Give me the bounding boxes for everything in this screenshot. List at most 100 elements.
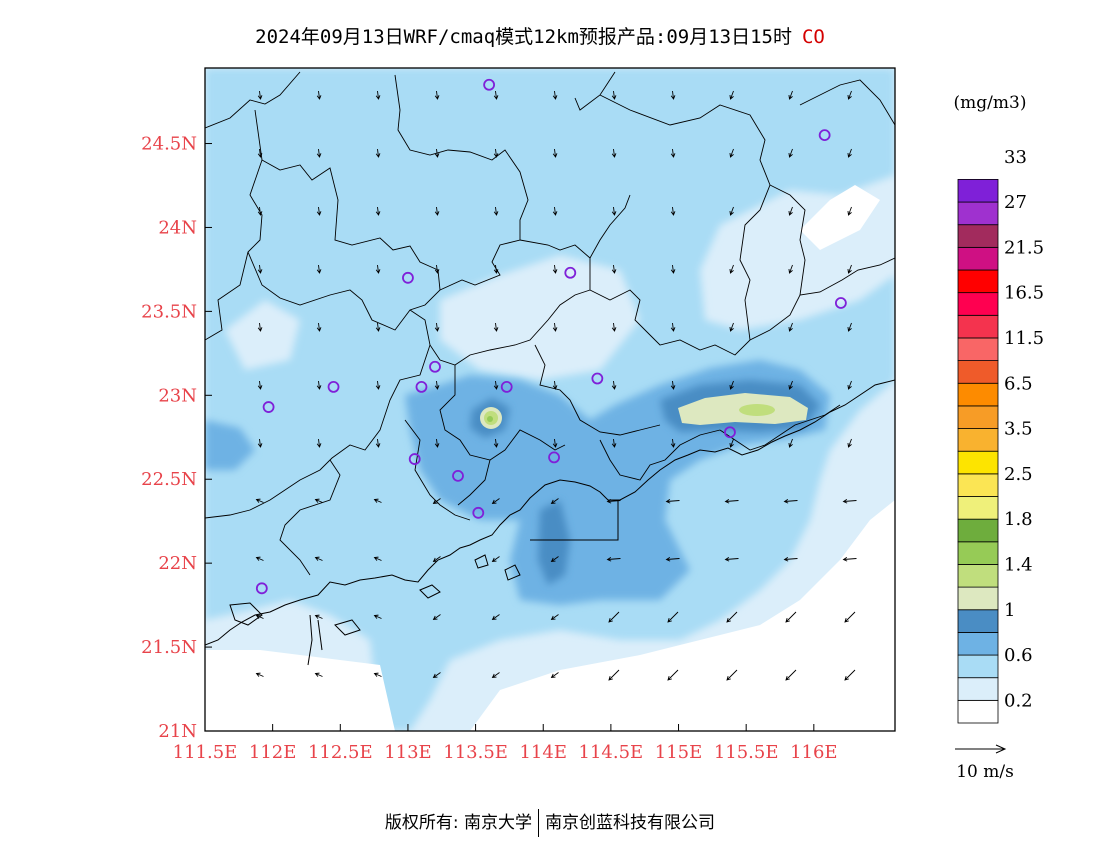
wind-arrow [491,672,500,679]
legend-color-box [957,496,999,520]
y-tick-label: 24.5N [141,134,197,155]
wind-arrow [785,611,797,623]
concentration-field [205,68,895,731]
wind-arrow [847,148,852,158]
wind-arrow [844,611,856,623]
wind-arrow [670,90,676,100]
x-tick-label: 114E [519,742,567,763]
pollutant-label: CO [801,26,825,48]
wind-arrow [665,556,680,562]
legend-tick-label: 1.4 [1004,554,1033,575]
station-marker [327,381,340,393]
wind-arrow [611,380,617,390]
wind-arrow [491,614,500,621]
wind-arrow [670,148,676,158]
legend-color-box [957,382,999,407]
wind-arrow [785,669,797,681]
legend-color-box [957,518,999,543]
wind-arrow [375,264,381,274]
wind-arrow [611,206,617,216]
wind-arrow [550,556,559,563]
legend-color-box [957,405,999,429]
x-tick-label: 112.5E [308,742,373,763]
wind-arrow [255,614,264,619]
station-marker [255,582,268,595]
legend-color-box [957,541,999,565]
wind-arrow [493,322,499,332]
longitude-axis: 111.5E 112E 112.5E 113E 113.5E 114E 114.5E 115E… [173,724,838,763]
legend-color-box [957,246,999,271]
wind-arrow [667,611,679,623]
wind-arrow [550,498,559,505]
legend-color-box [957,632,999,656]
wind-arrow [432,556,441,563]
station-marker [452,469,464,482]
color-legend: (mg/m3) 0.2 0.6 1 1.4 1.8 2.5 3.5 6.5 11.5 16.5 21… [954,93,1044,724]
station-marker [564,266,577,279]
wind-arrow [316,380,322,390]
concentration-map: 111.5E 112E 112.5E 113E 113.5E 114E 114.5E 115E… [141,67,1044,782]
title-text: 2024年09月13日WRF/cmaq模式12km预报产品:09月13日15时 [255,26,792,48]
wind-arrow [726,611,738,623]
legend-color-box [957,337,999,362]
wind-arrow [316,90,322,100]
wind-arrow [606,556,621,562]
station-marker [472,506,485,519]
wind-arrow [729,206,734,216]
legend-tick-label: 1.8 [1004,509,1033,530]
wind-arrow [842,556,857,562]
x-tick-label: 115E [655,742,703,763]
wind-arrow [255,556,264,561]
wind-arrow [257,148,263,158]
wind-arrow [316,438,322,448]
legend-color-box [957,654,999,679]
wind-arrow [373,614,382,619]
wind-arrow [552,206,558,216]
wind-arrow [552,264,558,274]
wind-vectors [255,90,857,681]
station-marker [500,381,513,393]
wind-arrow [550,672,559,679]
wind-arrow [724,498,739,504]
wind-arrow [316,206,322,216]
wind-reference: 10 m/s [955,744,1014,782]
wind-arrow [724,556,739,562]
legend-color-box [957,586,999,611]
station-marker [262,401,275,413]
wind-arrow [847,380,852,390]
company-text: 南京创蓝科技有限公司 [545,813,716,833]
hotspot-peak [487,416,493,422]
wind-arrow [552,148,558,158]
wind-arrow [434,438,440,448]
wind-arrow [257,438,263,448]
legend-color-box [957,224,999,248]
wind-arrow [788,264,793,274]
legend-color-box [957,360,999,384]
wind-reference-arrowhead [995,744,1007,754]
x-tick-label: 111.5E [173,742,238,763]
wind-arrow [434,264,440,274]
wind-arrow [847,322,852,332]
wind-arrow [493,264,499,274]
wind-arrow [493,148,499,158]
wind-arrow [314,614,323,619]
wind-arrow [783,556,798,562]
legend-color-box [957,314,999,339]
wind-arrow [670,380,676,390]
wind-arrow [552,322,558,332]
wind-arrow [375,90,381,100]
wind-arrow [257,322,263,332]
wind-arrow [493,90,499,100]
legend-labels: 0.2 0.6 1 1.4 1.8 2.5 3.5 6.5 11.5 16.5 21.5 27 33 [1004,147,1044,712]
wind-arrow [783,498,798,504]
station-marker [415,381,428,393]
wind-arrow [611,438,617,448]
wind-arrow [611,322,617,332]
y-tick-label: 22.5N [141,469,197,490]
wind-arrow [257,206,263,216]
wind-arrow [552,90,558,100]
legend-color-box [957,428,999,452]
legend-color-box [957,269,999,294]
legend-tick-label: 16.5 [1004,283,1044,304]
wind-arrow [611,264,617,274]
